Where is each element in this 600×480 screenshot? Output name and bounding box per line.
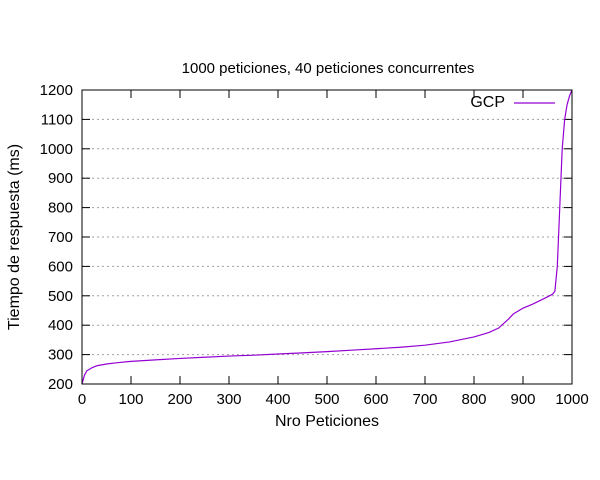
x-tick-labels: 0 100 200 300 400 500 600 700 800 900 1000: [78, 391, 589, 408]
y-tick-label: 700: [48, 229, 73, 246]
y-tick-label: 1000: [40, 141, 73, 158]
y-tick-label: 1200: [40, 82, 73, 99]
x-tick-label: 800: [461, 391, 486, 408]
x-tick-label: 1000: [555, 391, 588, 408]
x-tick-label: 700: [412, 391, 437, 408]
y-tick-label: 1100: [41, 111, 73, 128]
gridlines: [82, 118, 572, 356]
y-tick-label: 900: [48, 170, 73, 187]
x-tick-label: 400: [265, 391, 290, 408]
y-tick-label: 800: [48, 200, 73, 217]
x-tick-label: 100: [118, 391, 143, 408]
y-tick-label: 400: [48, 317, 73, 334]
x-axis-title: Nro Peticiones: [275, 413, 379, 430]
x-tick-label: 0: [78, 391, 86, 408]
y-axis-title: Tiempo de respuesta (ms): [6, 144, 23, 330]
legend: GCP: [470, 94, 555, 111]
x-tick-label: 200: [167, 391, 192, 408]
y-tick-label: 500: [48, 288, 73, 305]
axis-ticks: [81, 89, 573, 385]
y-tick-label: 600: [48, 258, 73, 275]
x-tick-label: 300: [216, 391, 241, 408]
x-tick-label: 500: [314, 391, 339, 408]
series-line-gcp: [81, 89, 573, 385]
chart-title: 1000 peticiones, 40 peticiones concurren…: [182, 60, 475, 77]
y-tick-label: 300: [48, 347, 73, 364]
x-tick-label: 600: [363, 391, 388, 408]
plot-frame: [81, 89, 573, 385]
y-tick-label: 200: [48, 376, 73, 393]
legend-label-gcp: GCP: [470, 94, 505, 111]
x-tick-label: 900: [510, 391, 535, 408]
series-layer: [81, 89, 573, 385]
y-tick-labels: 200 300 400 500 600 700 800 900 1000 1100 1200: [40, 82, 73, 393]
